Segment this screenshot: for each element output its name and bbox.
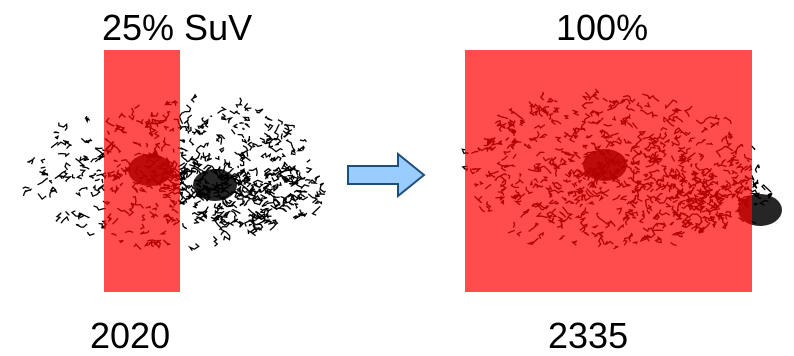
right-arrow-icon — [346, 151, 426, 199]
left-year-label: 2020 — [90, 315, 171, 356]
right-coverage-label: 100% — [556, 7, 649, 48]
right-year-label: 2335 — [548, 315, 629, 356]
left-coverage-label: 25% SuV — [102, 7, 253, 48]
arrow-shape — [347, 151, 426, 199]
coverage-overlay-right — [465, 50, 752, 292]
coverage-overlay-left — [104, 50, 180, 292]
